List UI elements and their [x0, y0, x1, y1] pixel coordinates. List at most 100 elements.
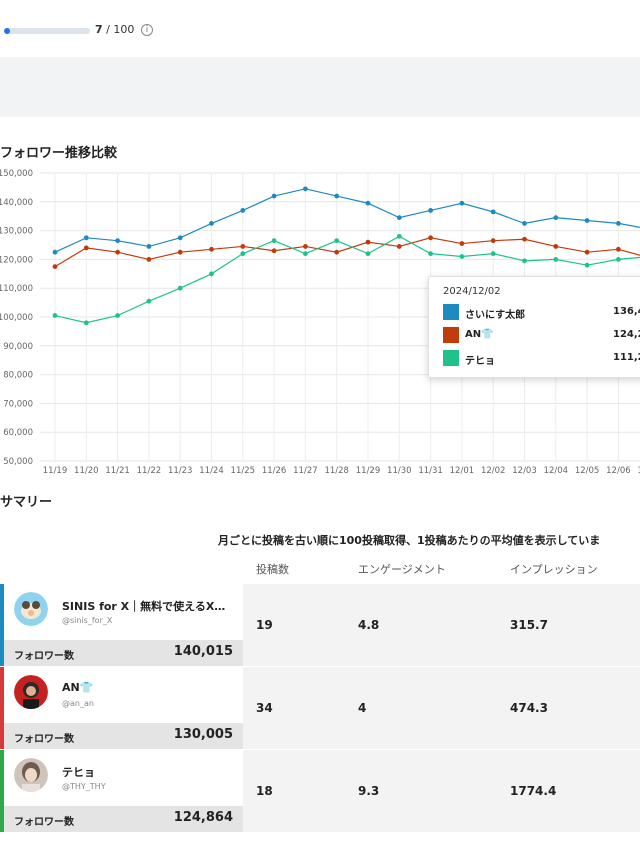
- data-point: [271, 193, 277, 199]
- x-tick-label: 12/04: [544, 466, 569, 476]
- y-tick-label: 120,000: [0, 255, 33, 265]
- data-point: [396, 233, 402, 239]
- data-point: [240, 244, 246, 249]
- y-tick-label: 130,000: [0, 227, 33, 237]
- tooltip-row: テヒョ 111,25: [443, 350, 640, 367]
- follower-count-value: 130,005: [173, 727, 233, 742]
- data-point: [553, 257, 559, 262]
- data-point: [177, 249, 183, 255]
- info-icon[interactable]: i: [141, 24, 153, 36]
- x-tick-label: 11/28: [324, 466, 349, 476]
- data-point: [146, 298, 152, 304]
- data-point: [209, 221, 214, 226]
- metric-engagement: 4.8: [358, 618, 380, 632]
- follower-count-row: フォロワー数 140,015: [4, 640, 243, 666]
- series-line: [54, 237, 640, 268]
- account-color-bar: [0, 584, 4, 666]
- y-tick-label: 110,000: [0, 284, 33, 294]
- metric-impressions: 315.7: [510, 618, 548, 632]
- data-point: [52, 313, 58, 318]
- progress-text: 7 / 100: [95, 23, 134, 36]
- tooltip-series-name: テヒョ: [465, 356, 495, 367]
- follower-count-value: 140,015: [173, 644, 233, 659]
- data-point: [490, 238, 496, 244]
- tooltip-series-value: 111,25: [613, 352, 640, 363]
- column-header-impressions: インプレッション: [510, 563, 598, 576]
- metric-engagement: 4: [358, 701, 367, 715]
- avatar: [14, 592, 48, 626]
- account-color-bar: [0, 667, 4, 749]
- data-point: [177, 285, 183, 291]
- data-point: [83, 320, 89, 326]
- data-point: [365, 239, 371, 245]
- progress-bar-fill: [4, 28, 11, 34]
- x-tick-label: 12/05: [575, 466, 600, 476]
- avatar: [14, 675, 48, 709]
- x-tick-label: 12/06: [606, 466, 631, 476]
- account-metrics: 18 9.3 1774.4: [243, 750, 640, 832]
- y-tick-label: 100,000: [0, 313, 33, 323]
- data-point: [177, 235, 183, 241]
- data-point: [83, 245, 89, 251]
- chart-tooltip: 2024/12/02 さいにす太郎 136,47 AN👕 124,25 テヒョ …: [428, 276, 640, 378]
- tooltip-swatch: [443, 304, 459, 320]
- data-point: [396, 215, 402, 221]
- x-tick-label: 11/27: [293, 466, 318, 476]
- chart-title: フォロワー推移比較: [0, 146, 118, 161]
- data-point: [616, 246, 621, 252]
- tooltip-row: さいにす太郎 136,47: [443, 304, 640, 321]
- data-point: [209, 246, 214, 252]
- account-handle: @THY_THY: [62, 782, 106, 791]
- follower-count-value: 124,864: [173, 810, 233, 825]
- data-point: [334, 249, 340, 255]
- data-point: [616, 257, 621, 262]
- account-row[interactable]: テヒョ @THY_THY フォロワー数 124,864 18 9.3 1774.…: [0, 750, 640, 832]
- data-point: [115, 249, 120, 255]
- data-point: [553, 244, 559, 249]
- account-handle: @sinis_for_X: [62, 616, 113, 625]
- data-point: [428, 251, 433, 257]
- data-point: [616, 221, 621, 226]
- account-metrics: 34 4 474.3: [243, 667, 640, 749]
- x-tick-label: 11/22: [137, 466, 162, 476]
- column-header-posts: 投稿数: [256, 563, 289, 576]
- x-tick-label: 11/26: [262, 466, 287, 476]
- data-point: [271, 238, 277, 244]
- data-point: [52, 249, 58, 255]
- column-header-engagement: エンゲージメント: [358, 563, 446, 576]
- data-point: [334, 238, 340, 244]
- x-tick-label: 11/29: [356, 466, 381, 476]
- data-point: [303, 251, 308, 257]
- data-point: [146, 257, 152, 262]
- tooltip-row: AN👕 124,25: [443, 327, 640, 343]
- data-point: [490, 209, 496, 215]
- data-point: [428, 235, 433, 241]
- y-tick-label: 150,000: [0, 169, 33, 179]
- data-point: [522, 221, 527, 226]
- metric-posts: 34: [256, 701, 273, 715]
- data-point: [522, 236, 527, 242]
- data-point: [584, 249, 590, 255]
- data-point: [459, 254, 465, 259]
- data-point: [240, 208, 246, 213]
- data-point: [52, 264, 58, 269]
- metric-posts: 18: [256, 784, 273, 798]
- x-tick-label: 11/25: [231, 466, 256, 476]
- data-point: [83, 235, 89, 241]
- metric-posts: 19: [256, 618, 273, 632]
- summary-title: サマリー: [0, 495, 53, 510]
- y-tick-label: 50,000: [3, 457, 33, 467]
- data-point: [584, 262, 590, 268]
- tooltip-swatch: [443, 350, 459, 366]
- account-row[interactable]: AN👕 @an_an フォロワー数 130,005 34 4 474.3: [0, 667, 640, 749]
- y-tick-label: 70,000: [3, 399, 33, 409]
- account-name: SINIS for X｜無料で使えるX…: [62, 600, 226, 613]
- progress-bar: [4, 28, 90, 34]
- metric-impressions: 474.3: [510, 701, 548, 715]
- tooltip-swatch: [443, 327, 459, 343]
- x-tick-label: 12/03: [512, 466, 537, 476]
- x-tick-label: 11/19: [43, 466, 68, 476]
- data-point: [396, 244, 402, 249]
- account-row[interactable]: SINIS for X｜無料で使えるX… @sinis_for_X フォロワー数…: [0, 584, 640, 666]
- y-tick-label: 140,000: [0, 198, 33, 208]
